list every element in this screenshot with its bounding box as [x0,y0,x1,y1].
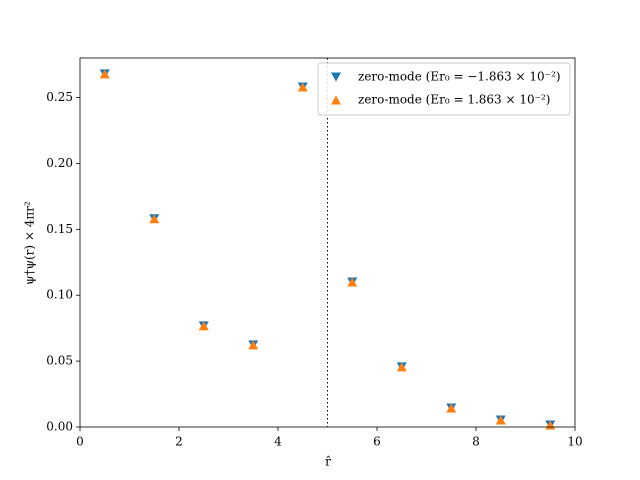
data-point [248,340,259,350]
data-point [396,362,407,372]
axes-frame [79,57,576,428]
legend-label: zero-mode (Er₀ = 1.863 × 10⁻²) [358,93,550,107]
x-tick-label: 8 [472,435,480,449]
x-tick-label: 6 [373,435,381,449]
legend-marker [331,72,341,82]
data-point [297,82,308,92]
legend-marker [331,95,341,105]
x-tick-label: 2 [175,435,183,449]
y-tick-label: 0.15 [46,222,73,236]
legend-box [317,62,571,116]
data-point [198,321,209,331]
x-tick-label: 10 [567,435,582,449]
data-point [99,69,110,79]
y-tick-label: 0.25 [46,90,73,104]
x-tick-label: 0 [76,435,84,449]
data-point [495,415,506,425]
y-tick-label: 0.00 [46,420,73,434]
x-tick-label: 4 [274,435,282,449]
data-point [149,214,160,224]
y-tick-label: 0.10 [46,288,73,302]
legend-label: zero-mode (Er₀ = −1.863 × 10⁻²) [358,70,561,84]
y-tick-label: 0.20 [46,156,73,170]
data-point [347,277,358,287]
y-axis-label: ψ†ψ(r) × 4πr² [23,201,37,285]
x-axis-label: r̂ [325,455,331,469]
data-point [446,403,457,413]
y-tick-label: 0.05 [46,354,73,368]
